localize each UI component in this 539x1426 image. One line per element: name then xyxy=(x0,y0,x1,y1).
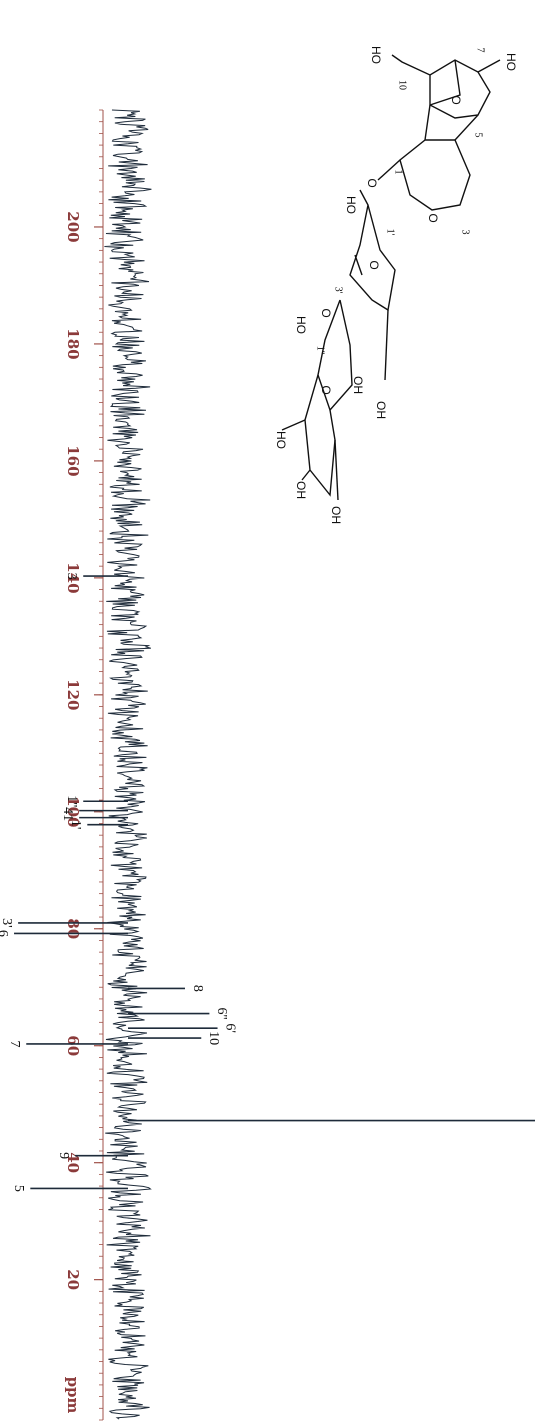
peak-label: 3 xyxy=(64,573,79,580)
noise xyxy=(104,110,151,1419)
atom-number: 1 xyxy=(393,170,404,175)
peak-label: 1'' xyxy=(64,795,79,807)
atom-label: OH xyxy=(329,506,343,524)
peak-label: 7 xyxy=(7,1040,22,1047)
atom-number: 3' xyxy=(333,287,344,294)
peak-label: 6'' xyxy=(214,1008,229,1020)
peak-label: 3' xyxy=(0,918,14,928)
atom-number: 10 xyxy=(397,80,408,90)
peak-label: 6 xyxy=(0,930,10,937)
atom-number: 5 xyxy=(473,133,484,138)
atom-label: HO xyxy=(504,53,518,71)
structure-labels: HO107OHO51OO31'HOO3'O1''HOOHOHOHOOHOH xyxy=(274,46,518,524)
atom-label: O xyxy=(449,95,463,104)
x-tick-label: 200 xyxy=(64,211,82,242)
atom-label: OH xyxy=(374,401,388,419)
peak-label: 1' xyxy=(68,820,83,830)
atom-number: 3 xyxy=(460,230,471,235)
peak-label: 8 xyxy=(190,985,205,992)
atom-label: O xyxy=(426,213,440,222)
peak-label: 4 xyxy=(60,807,75,814)
x-tick-label: 160 xyxy=(64,445,82,476)
x-tick-label: 80 xyxy=(64,918,82,939)
peak-label: 5 xyxy=(11,1185,26,1192)
atom-label: O xyxy=(319,308,333,317)
peak-label: 9 xyxy=(56,1152,71,1159)
atom-number: 1'' xyxy=(315,346,326,355)
x-tick-label: 60 xyxy=(64,1035,82,1056)
atom-label: O xyxy=(365,178,379,187)
atom-label: OH xyxy=(351,376,365,394)
atom-number: 7 xyxy=(475,48,486,53)
atom-label: HO xyxy=(274,431,288,449)
x-tick-label: 120 xyxy=(64,679,82,710)
structure-bonds xyxy=(282,55,500,500)
atom-label: O xyxy=(367,260,381,269)
x-tick-label: 20 xyxy=(64,1269,82,1290)
x-tick-label: 180 xyxy=(64,328,82,359)
x-axis-label: ppm xyxy=(64,1377,82,1414)
atom-number: 1' xyxy=(385,229,396,236)
atom-label: HO xyxy=(369,46,383,64)
atom-label: HO xyxy=(344,196,358,214)
atom-label: O xyxy=(319,385,333,394)
chart: HO107OHO51OO31'HOO3'O1''HOOHOHOHOOHOH 20… xyxy=(0,0,539,1426)
atom-label: HO xyxy=(294,316,308,334)
peak-label: 10 xyxy=(206,1031,221,1045)
peak-label: 6' xyxy=(222,1023,237,1033)
atom-label: OH xyxy=(294,481,308,499)
